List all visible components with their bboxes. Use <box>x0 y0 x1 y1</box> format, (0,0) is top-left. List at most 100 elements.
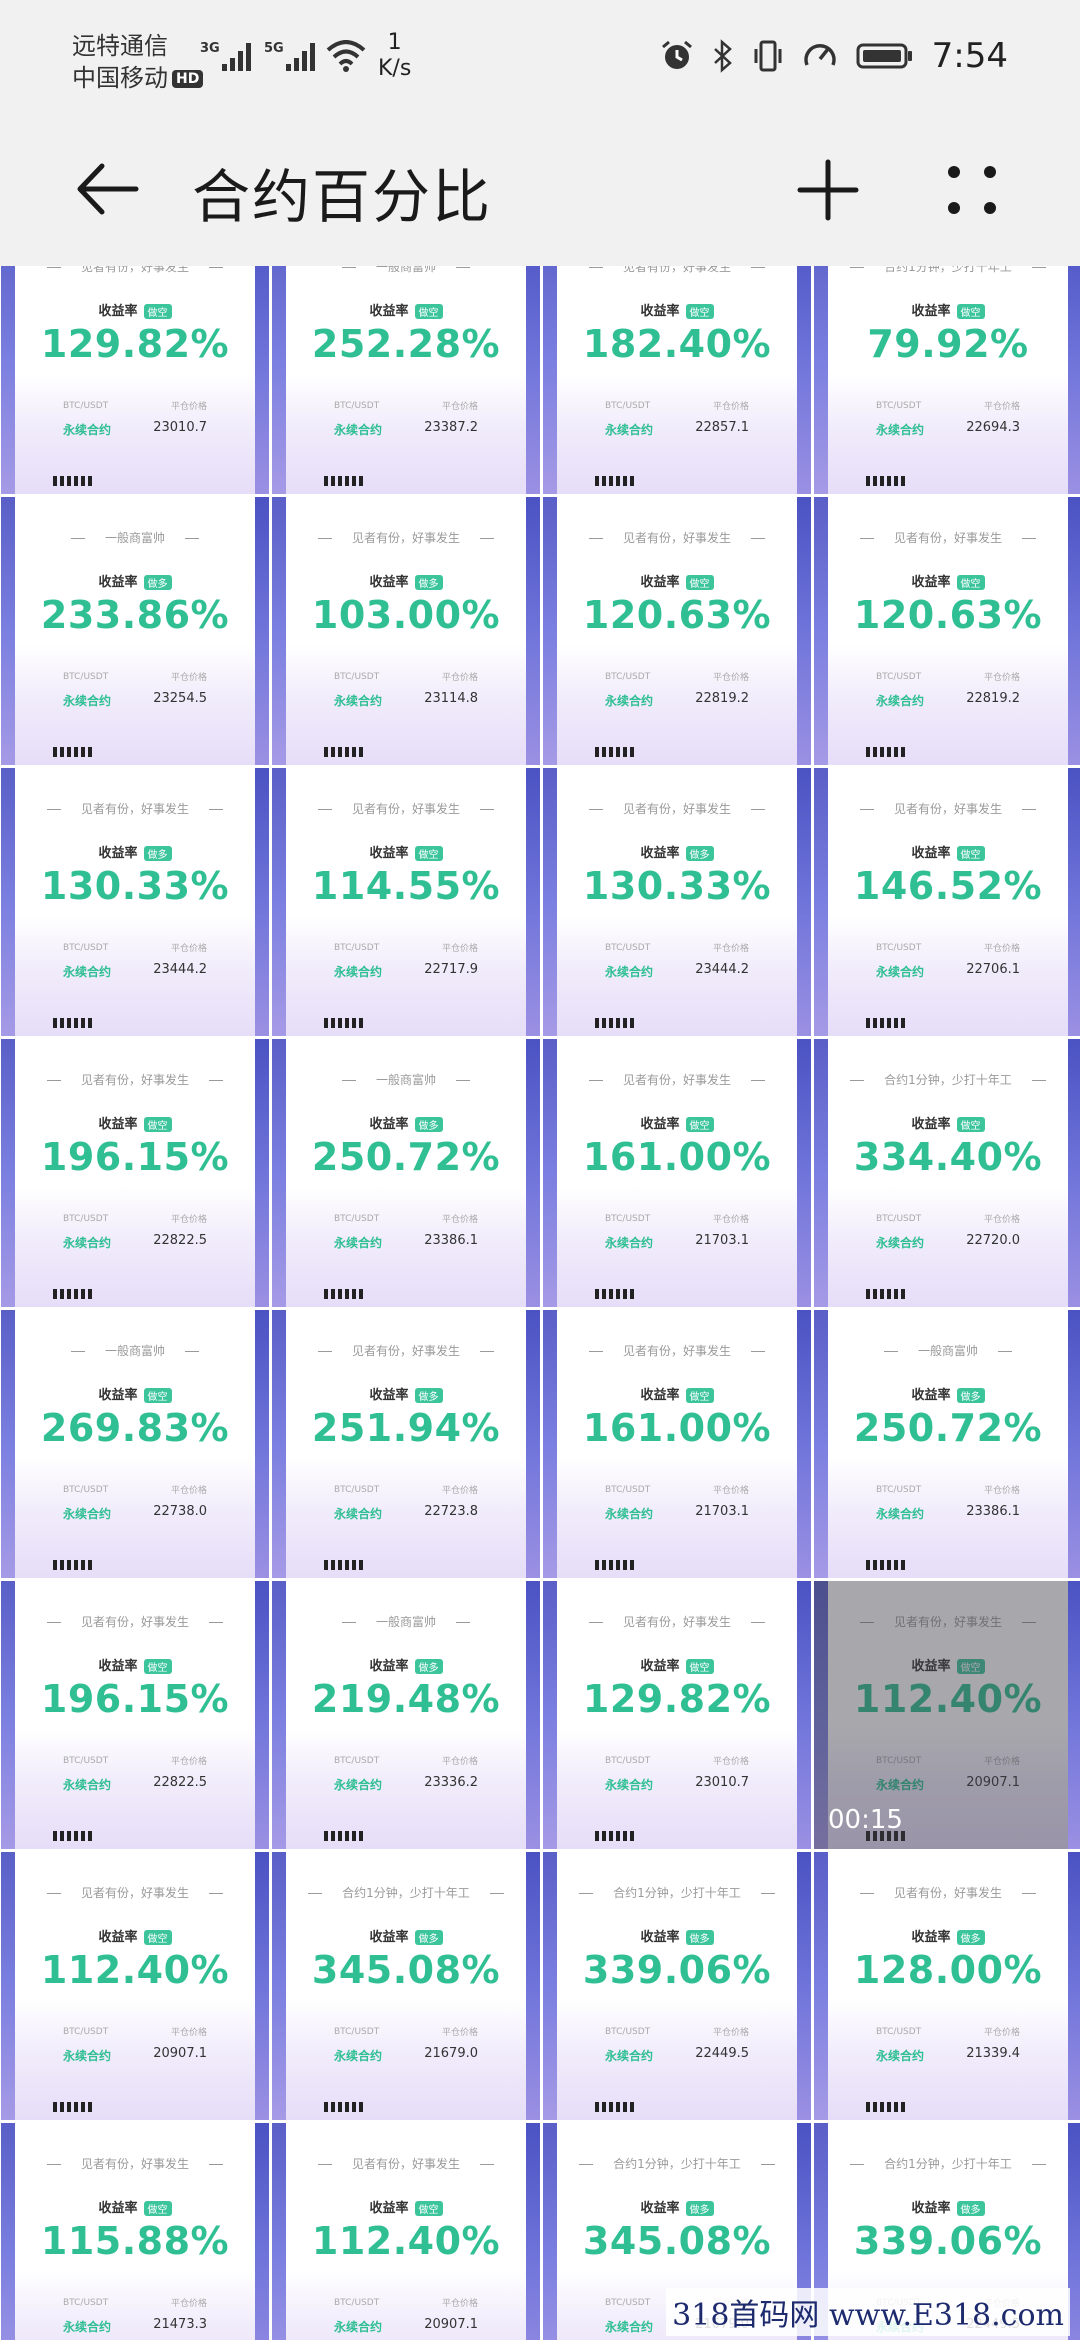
rate-label: 收益率 <box>98 2201 138 2216</box>
rate-row: 收益率 做多 <box>828 1926 1068 1945</box>
qr-code-icon <box>866 1289 906 1299</box>
image-thumbnail[interactable]: 合约1分钟，少打十年工 收益率做多 339.06% BTC/USDT 永续合约 … <box>543 1852 811 2120</box>
image-thumbnail[interactable]: 见者有份，好事发生 收益率 做多 128.00% BTC/USDT 永续合约 平仓… <box>814 1852 1080 2120</box>
rate-label: 收益率 <box>369 304 409 319</box>
trading-pair: BTC/USDT <box>334 1756 380 1766</box>
direction-badge: 做空 <box>414 304 443 319</box>
network-speed: 1 K/s <box>378 30 411 82</box>
direction-badge: 做多 <box>685 1930 714 1945</box>
direction-badge: 做空 <box>143 2201 172 2216</box>
image-thumbnail[interactable]: 合约1分钟，少打十年工 收益率 做多 345.08% BTC/USDT 永续合约 … <box>272 1852 540 2120</box>
image-thumbnail[interactable]: 见者有份，好事发生 收益率 做空 182.40% BTC/USDT 永续合约 平仓… <box>543 266 811 494</box>
image-thumbnail[interactable]: 一般商富帅 收益率 做空 252.28% BTC/USDT 永续合约 平仓价格 2… <box>272 266 540 494</box>
image-grid[interactable]: 见者有份，好事发生 收益率 做空 129.82% BTC/USDT 永续合约 平仓… <box>0 266 1080 2340</box>
qr-code-icon <box>53 1018 93 1028</box>
card-slogan: 一般商富帅 <box>286 266 526 275</box>
image-thumbnail[interactable]: 见者有份，好事发生 收益率 做空 115.88% BTC/USDT 永续合约 平仓… <box>1 2123 269 2340</box>
image-thumbnail[interactable]: 见者有份，好事发生 收益率 做空 196.15% BTC/USDT 永续合约 平仓… <box>1 1581 269 1849</box>
close-price: 22819.2 <box>695 691 749 706</box>
image-thumbnail[interactable]: 见者有份，好事发生 收益率 做空 196.15% BTC/USDT 永续合约 平仓… <box>1 1039 269 1307</box>
qr-code-icon <box>53 1289 93 1299</box>
close-price: 22449.5 <box>695 2046 749 2061</box>
rate-row: 收益率 做空 <box>557 1113 797 1132</box>
rate-row: 收益率 做空 <box>557 300 797 319</box>
image-thumbnail[interactable]: 见者有份，好事发生 收益率 做空 120.63% BTC/USDT 永续合约 平仓… <box>543 497 811 765</box>
image-thumbnail[interactable]: 一般商富帅 收益率 做多 233.86% BTC/USDT 永续合约 平仓价格 2… <box>1 497 269 765</box>
return-percent: 196.15% <box>40 1135 230 1179</box>
image-grid-inner: 见者有份，好事发生 收益率 做空 129.82% BTC/USDT 永续合约 平仓… <box>1 266 1080 2340</box>
qr-code-icon <box>595 1560 635 1570</box>
image-thumbnail[interactable]: 见者有份，好事发生 收益率 做空 114.55% BTC/USDT 永续合约 平仓… <box>272 768 540 1036</box>
trading-pair: BTC/USDT <box>63 672 109 682</box>
status-icons: 7:54 <box>660 36 1008 76</box>
image-thumbnail[interactable]: 见者有份，好事发生 收益率 做多 251.94% BTC/USDT 永续合约 平仓… <box>272 1310 540 1578</box>
contract-type: 永续合约 <box>334 423 383 437</box>
image-thumbnail[interactable]: 见者有份，好事发生 收益率 做空 129.82% BTC/USDT 永续合约 平仓… <box>1 266 269 494</box>
rate-label: 收益率 <box>911 1659 951 1674</box>
image-thumbnail[interactable]: 一般商富帅 收益率 做多 250.72% BTC/USDT 永续合约 平仓价格 2… <box>814 1310 1080 1578</box>
image-thumbnail[interactable]: 见者有份，好事发生 收益率 做多 103.00% BTC/USDT 永续合约 平仓… <box>272 497 540 765</box>
direction-badge: 做空 <box>685 1388 714 1403</box>
watermark-text: 318首码网 www.E318.com <box>666 2288 1070 2336</box>
image-thumbnail[interactable]: 一般商富帅 收益率 做多 219.48% BTC/USDT 永续合约 平仓价格 2… <box>272 1581 540 1849</box>
image-thumbnail[interactable]: 一般商富帅 收益率 做多 250.72% BTC/USDT 永续合约 平仓价格 2… <box>272 1039 540 1307</box>
contract-type: 永续合约 <box>334 1236 383 1250</box>
rate-row: 收益率 做空 <box>828 1113 1068 1132</box>
return-percent: 219.48% <box>311 1677 501 1721</box>
more-icon[interactable] <box>940 158 1004 222</box>
direction-badge: 做空 <box>143 1659 172 1674</box>
image-thumbnail[interactable]: 见者有份，好事发生 收益率 做空 120.63% BTC/USDT 永续合约 平仓… <box>814 497 1080 765</box>
image-thumbnail[interactable]: 见者有份，好事发生 收益率 做多 130.33% BTC/USDT 永续合约 平仓… <box>1 768 269 1036</box>
card-slogan: 见者有份，好事发生 <box>286 1342 526 1359</box>
price-label: 平仓价格 <box>712 1757 749 1767</box>
rate-label: 收益率 <box>98 1388 138 1403</box>
card-background: 合约1分钟，少打十年工 收益率 做空 334.40% BTC/USDT 永续合约 … <box>828 1039 1068 1307</box>
return-percent: 251.94% <box>311 1406 501 1450</box>
card-slogan: 见者有份，好事发生 <box>15 266 255 275</box>
image-thumbnail[interactable]: 一般商富帅 收益率 做空 269.83% BTC/USDT 永续合约 平仓价格 2… <box>1 1310 269 1578</box>
close-price: 22720.0 <box>966 1233 1020 1248</box>
close-price: 22822.5 <box>153 1233 207 1248</box>
rate-row: 收益率 做空 <box>557 571 797 590</box>
back-arrow-icon[interactable] <box>72 154 142 224</box>
close-price: 22822.5 <box>153 1775 207 1790</box>
trading-pair: BTC/USDT <box>63 2298 109 2308</box>
direction-badge: 做多 <box>143 846 172 861</box>
card-slogan: 见者有份，好事发生 <box>15 1884 255 1901</box>
close-price: 22738.0 <box>153 1504 207 1519</box>
card-slogan: 见者有份，好事发生 <box>557 529 797 546</box>
qr-code-icon <box>324 2102 364 2112</box>
contract-type: 永续合约 <box>63 694 112 708</box>
add-icon[interactable] <box>796 158 860 222</box>
image-thumbnail[interactable]: 见者有份，好事发生 收益率 做空 129.82% BTC/USDT 永续合约 平仓… <box>543 1581 811 1849</box>
direction-badge: 做空 <box>685 575 714 590</box>
close-price: 23010.7 <box>153 420 207 435</box>
image-thumbnail[interactable]: 见者有份，好事发生 收益率 做空 146.52% BTC/USDT 永续合约 平仓… <box>814 768 1080 1036</box>
rate-row: 收益率 做空 <box>15 2197 255 2216</box>
image-thumbnail[interactable]: 合约1分钟，少打十年工 收益率 做空 79.92% BTC/USDT 永续合约 平… <box>814 266 1080 494</box>
trading-pair: BTC/USDT <box>334 943 380 953</box>
return-percent: 345.08% <box>582 2219 772 2263</box>
card-background: 见者有份，好事发生 收益率 做空 129.82% BTC/USDT 永续合约 平仓… <box>557 1581 797 1849</box>
image-thumbnail[interactable]: 见者有份，好事发生 收益率 做空 161.00% BTC/USDT 永续合约 平仓… <box>543 1039 811 1307</box>
image-thumbnail[interactable]: 见者有份，好事发生 收益率 做空 112.40% BTC/USDT 永续合约 平仓… <box>814 1581 1080 1849</box>
rate-label: 收益率 <box>911 1388 951 1403</box>
rate-label: 收益率 <box>369 1388 409 1403</box>
price-label: 平仓价格 <box>441 2299 478 2309</box>
price-label: 平仓价格 <box>441 1757 478 1767</box>
qr-code-icon <box>866 1560 906 1570</box>
close-price: 23010.7 <box>695 1775 749 1790</box>
image-thumbnail[interactable]: 见者有份，好事发生 收益率 做多 130.33% BTC/USDT 永续合约 平仓… <box>543 768 811 1036</box>
image-thumbnail[interactable]: 见者有份，好事发生 收益率 做空 161.00% BTC/USDT 永续合约 平仓… <box>543 1310 811 1578</box>
rate-row: 收益率 做空 <box>286 2197 526 2216</box>
rate-label: 收益率 <box>640 1117 680 1132</box>
image-thumbnail[interactable]: 合约1分钟，少打十年工 收益率 做空 334.40% BTC/USDT 永续合约 … <box>814 1039 1080 1307</box>
rate-row: 收益率 做空 <box>828 842 1068 861</box>
image-thumbnail[interactable]: 见者有份，好事发生 收益率 做空 112.40% BTC/USDT 永续合约 平仓… <box>1 1852 269 2120</box>
carrier-name-2-label: 中国移动 <box>72 64 168 92</box>
signal-icon: 3G <box>200 41 251 71</box>
image-thumbnail[interactable]: 见者有份，好事发生 收益率 做空 112.40% BTC/USDT 永续合约 平仓… <box>272 2123 540 2340</box>
page-title: 合约百分比 <box>192 163 493 231</box>
rate-label: 收益率 <box>369 1659 409 1674</box>
contract-type: 永续合约 <box>605 1236 654 1250</box>
